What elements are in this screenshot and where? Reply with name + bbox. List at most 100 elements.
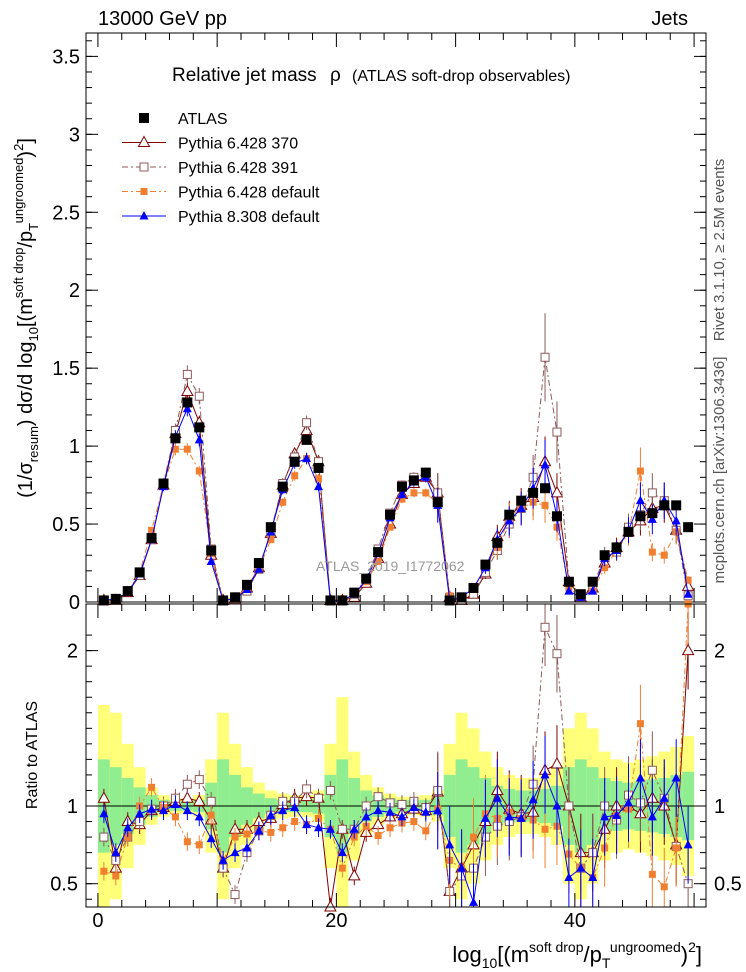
data-point — [385, 807, 395, 816]
data-point — [315, 475, 322, 483]
data-point — [194, 811, 204, 821]
ratio-y-tick-label: 1 — [67, 796, 78, 818]
data-point — [137, 135, 151, 147]
data-point — [575, 589, 586, 600]
xlabel-sup: 2 — [688, 939, 696, 955]
data-point — [181, 384, 194, 397]
data-point — [468, 582, 479, 593]
data-point — [492, 793, 502, 802]
data-point — [504, 509, 515, 520]
data-point — [528, 487, 539, 498]
data-point — [373, 805, 383, 815]
data-point — [279, 498, 287, 506]
data-point — [540, 483, 551, 494]
legend: ATLAS Pythia 6.428 370 Pythia 6.428 391 Pyt… — [122, 111, 320, 226]
data-point — [420, 467, 431, 478]
data-point — [291, 818, 299, 826]
data-point — [624, 797, 633, 807]
ratio-y-tick-label: 1 — [714, 796, 725, 818]
ylabel-sub: T — [26, 223, 41, 231]
ylabel-part: ] — [15, 138, 37, 144]
xlabel-sub: T — [602, 955, 611, 971]
data-point — [254, 825, 264, 835]
analysis-watermark: ATLAS_2019_I1772062 — [316, 558, 465, 574]
data-point — [277, 481, 288, 492]
data-point — [254, 564, 264, 573]
data-point — [635, 511, 646, 522]
data-point — [397, 799, 407, 809]
data-point — [504, 515, 514, 525]
data-point — [469, 897, 478, 906]
ratio-series-line — [103, 603, 689, 888]
ratio-series-line — [103, 773, 689, 903]
data-point — [683, 839, 693, 849]
data-point — [194, 775, 204, 785]
data-point — [146, 533, 157, 544]
data-point — [302, 453, 312, 463]
data-point — [635, 773, 645, 782]
chart-title-main: Relative jet mass — [172, 65, 317, 86]
data-point — [540, 352, 550, 362]
data-point — [361, 811, 371, 821]
legend-label: Pythia 6.428 391 — [178, 160, 298, 177]
data-point — [218, 855, 228, 864]
data-point — [111, 847, 121, 857]
xlabel-sup: ungroomed — [610, 939, 681, 955]
data-point — [100, 867, 108, 875]
data-point — [683, 589, 693, 598]
data-point — [516, 495, 527, 506]
data-point — [457, 863, 467, 872]
data-point — [242, 842, 252, 852]
main-plot-panel: 0 0.5 1 1.5 2 2.5 3 3.5 — [52, 32, 707, 614]
data-point — [422, 827, 430, 835]
data-point — [314, 481, 323, 491]
data-point — [444, 595, 455, 606]
data-point — [302, 418, 312, 428]
legend-label: Pythia 6.428 370 — [178, 136, 298, 153]
rivet-version-text: Rivet 3.1.10, ≥ 2.5M events — [711, 159, 728, 342]
legend-label: Pythia 6.428 default — [178, 185, 320, 202]
x-tick-label: 20 — [325, 910, 347, 932]
data-point — [289, 456, 300, 467]
data-point — [139, 162, 149, 172]
y-tick-label: 1 — [69, 436, 80, 458]
data-point — [433, 805, 443, 815]
data-point — [171, 813, 179, 821]
ratio-frame — [85, 603, 707, 908]
data-point — [139, 113, 149, 123]
data-point — [385, 509, 396, 520]
data-point — [241, 579, 252, 590]
mcplots-reference-text: mcplots.cern.ch [arXiv:1306.3436] — [711, 357, 728, 584]
data-point — [540, 622, 550, 632]
x-axis-label: log10[(msoft drop/pTungroomed)2] — [452, 939, 702, 971]
data-point — [183, 838, 191, 846]
data-point — [182, 369, 192, 379]
data-point — [206, 796, 216, 806]
data-point — [267, 536, 275, 544]
chart-title-symbol: ρ — [330, 65, 341, 86]
xlabel-part: ) — [681, 942, 688, 967]
data-point — [123, 822, 133, 832]
ylabel-sub: resum — [26, 426, 41, 462]
data-point — [648, 548, 656, 556]
xlabel-part: [(m — [497, 942, 529, 967]
ylabel-part: /p — [15, 231, 37, 248]
data-point — [552, 649, 562, 659]
xlabel-part: log — [452, 942, 481, 967]
data-point — [540, 459, 550, 469]
data-point — [99, 832, 109, 842]
data-point — [361, 573, 372, 584]
data-point — [158, 478, 169, 489]
y-tick-label: 0.5 — [52, 514, 80, 536]
data-point — [600, 811, 610, 821]
data-point — [171, 445, 179, 453]
data-point — [243, 830, 251, 838]
data-point — [409, 802, 419, 812]
data-point — [552, 801, 562, 810]
data-point — [480, 559, 491, 570]
data-point — [588, 586, 598, 595]
x-tick-label: 0 — [92, 910, 103, 932]
data-point — [563, 576, 574, 587]
data-point — [134, 567, 145, 578]
data-point — [97, 791, 111, 803]
